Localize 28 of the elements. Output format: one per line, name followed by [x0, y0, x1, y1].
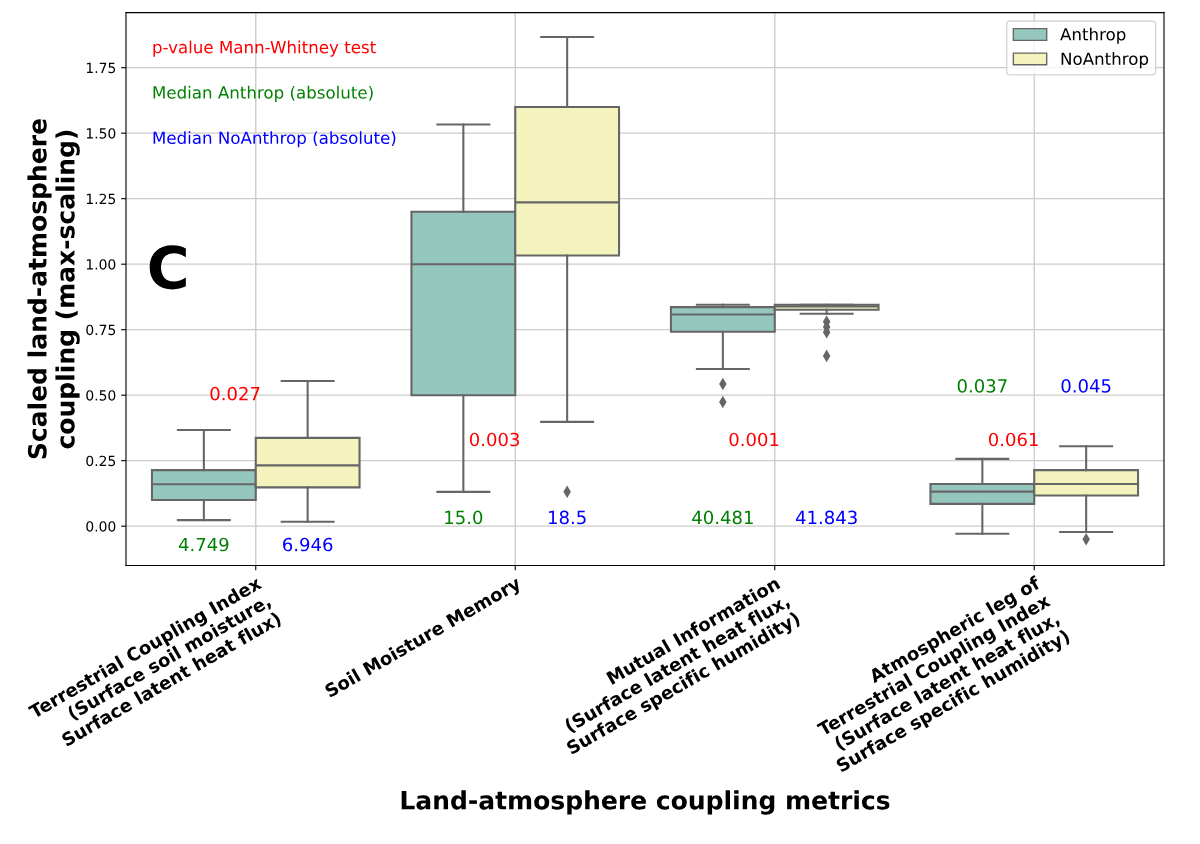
annotation: 0.003 — [469, 432, 519, 447]
y-tick-label: 1.75 — [86, 62, 116, 74]
y-tick-label: 0.50 — [86, 390, 116, 401]
annotation: Median NoAnthrop (absolute) — [153, 131, 396, 148]
annotation: 0.037 — [957, 379, 1007, 393]
annotation: Median Anthrop (absolute) — [153, 85, 373, 102]
annotation: 0.061 — [988, 432, 1038, 447]
x-axis-title: Land-atmosphere coupling metrics — [401, 790, 890, 815]
annotation: p-value Mann-Whitney test — [153, 40, 376, 57]
y-tick-label: 0.25 — [86, 455, 116, 467]
y-tick-label: 1.00 — [86, 259, 116, 270]
annotation: 0.001 — [729, 432, 779, 447]
annotation: 41.843 — [795, 510, 857, 525]
annotation: 6.946 — [283, 537, 333, 552]
annotation: 4.749 — [178, 537, 229, 552]
annotation: 0.045 — [1061, 379, 1111, 393]
annotation: 18.5 — [549, 510, 586, 525]
y-tick-label: 1.25 — [86, 193, 116, 205]
annotation: C — [149, 245, 186, 290]
legend-label: Anthrop — [1060, 27, 1126, 44]
annotation: 15.0 — [445, 510, 483, 525]
annotation: 0.027 — [210, 386, 260, 401]
y-tick-label: 1.50 — [86, 128, 116, 139]
y-axis-title: Scaled land-atmosphere coupling (max-scaling) — [27, 119, 80, 459]
y-tick-label: 0.00 — [86, 521, 116, 532]
annotation: 40.481 — [692, 510, 753, 525]
legend-label: NoAnthrop — [1061, 52, 1149, 69]
y-tick-label: 0.75 — [86, 324, 116, 336]
